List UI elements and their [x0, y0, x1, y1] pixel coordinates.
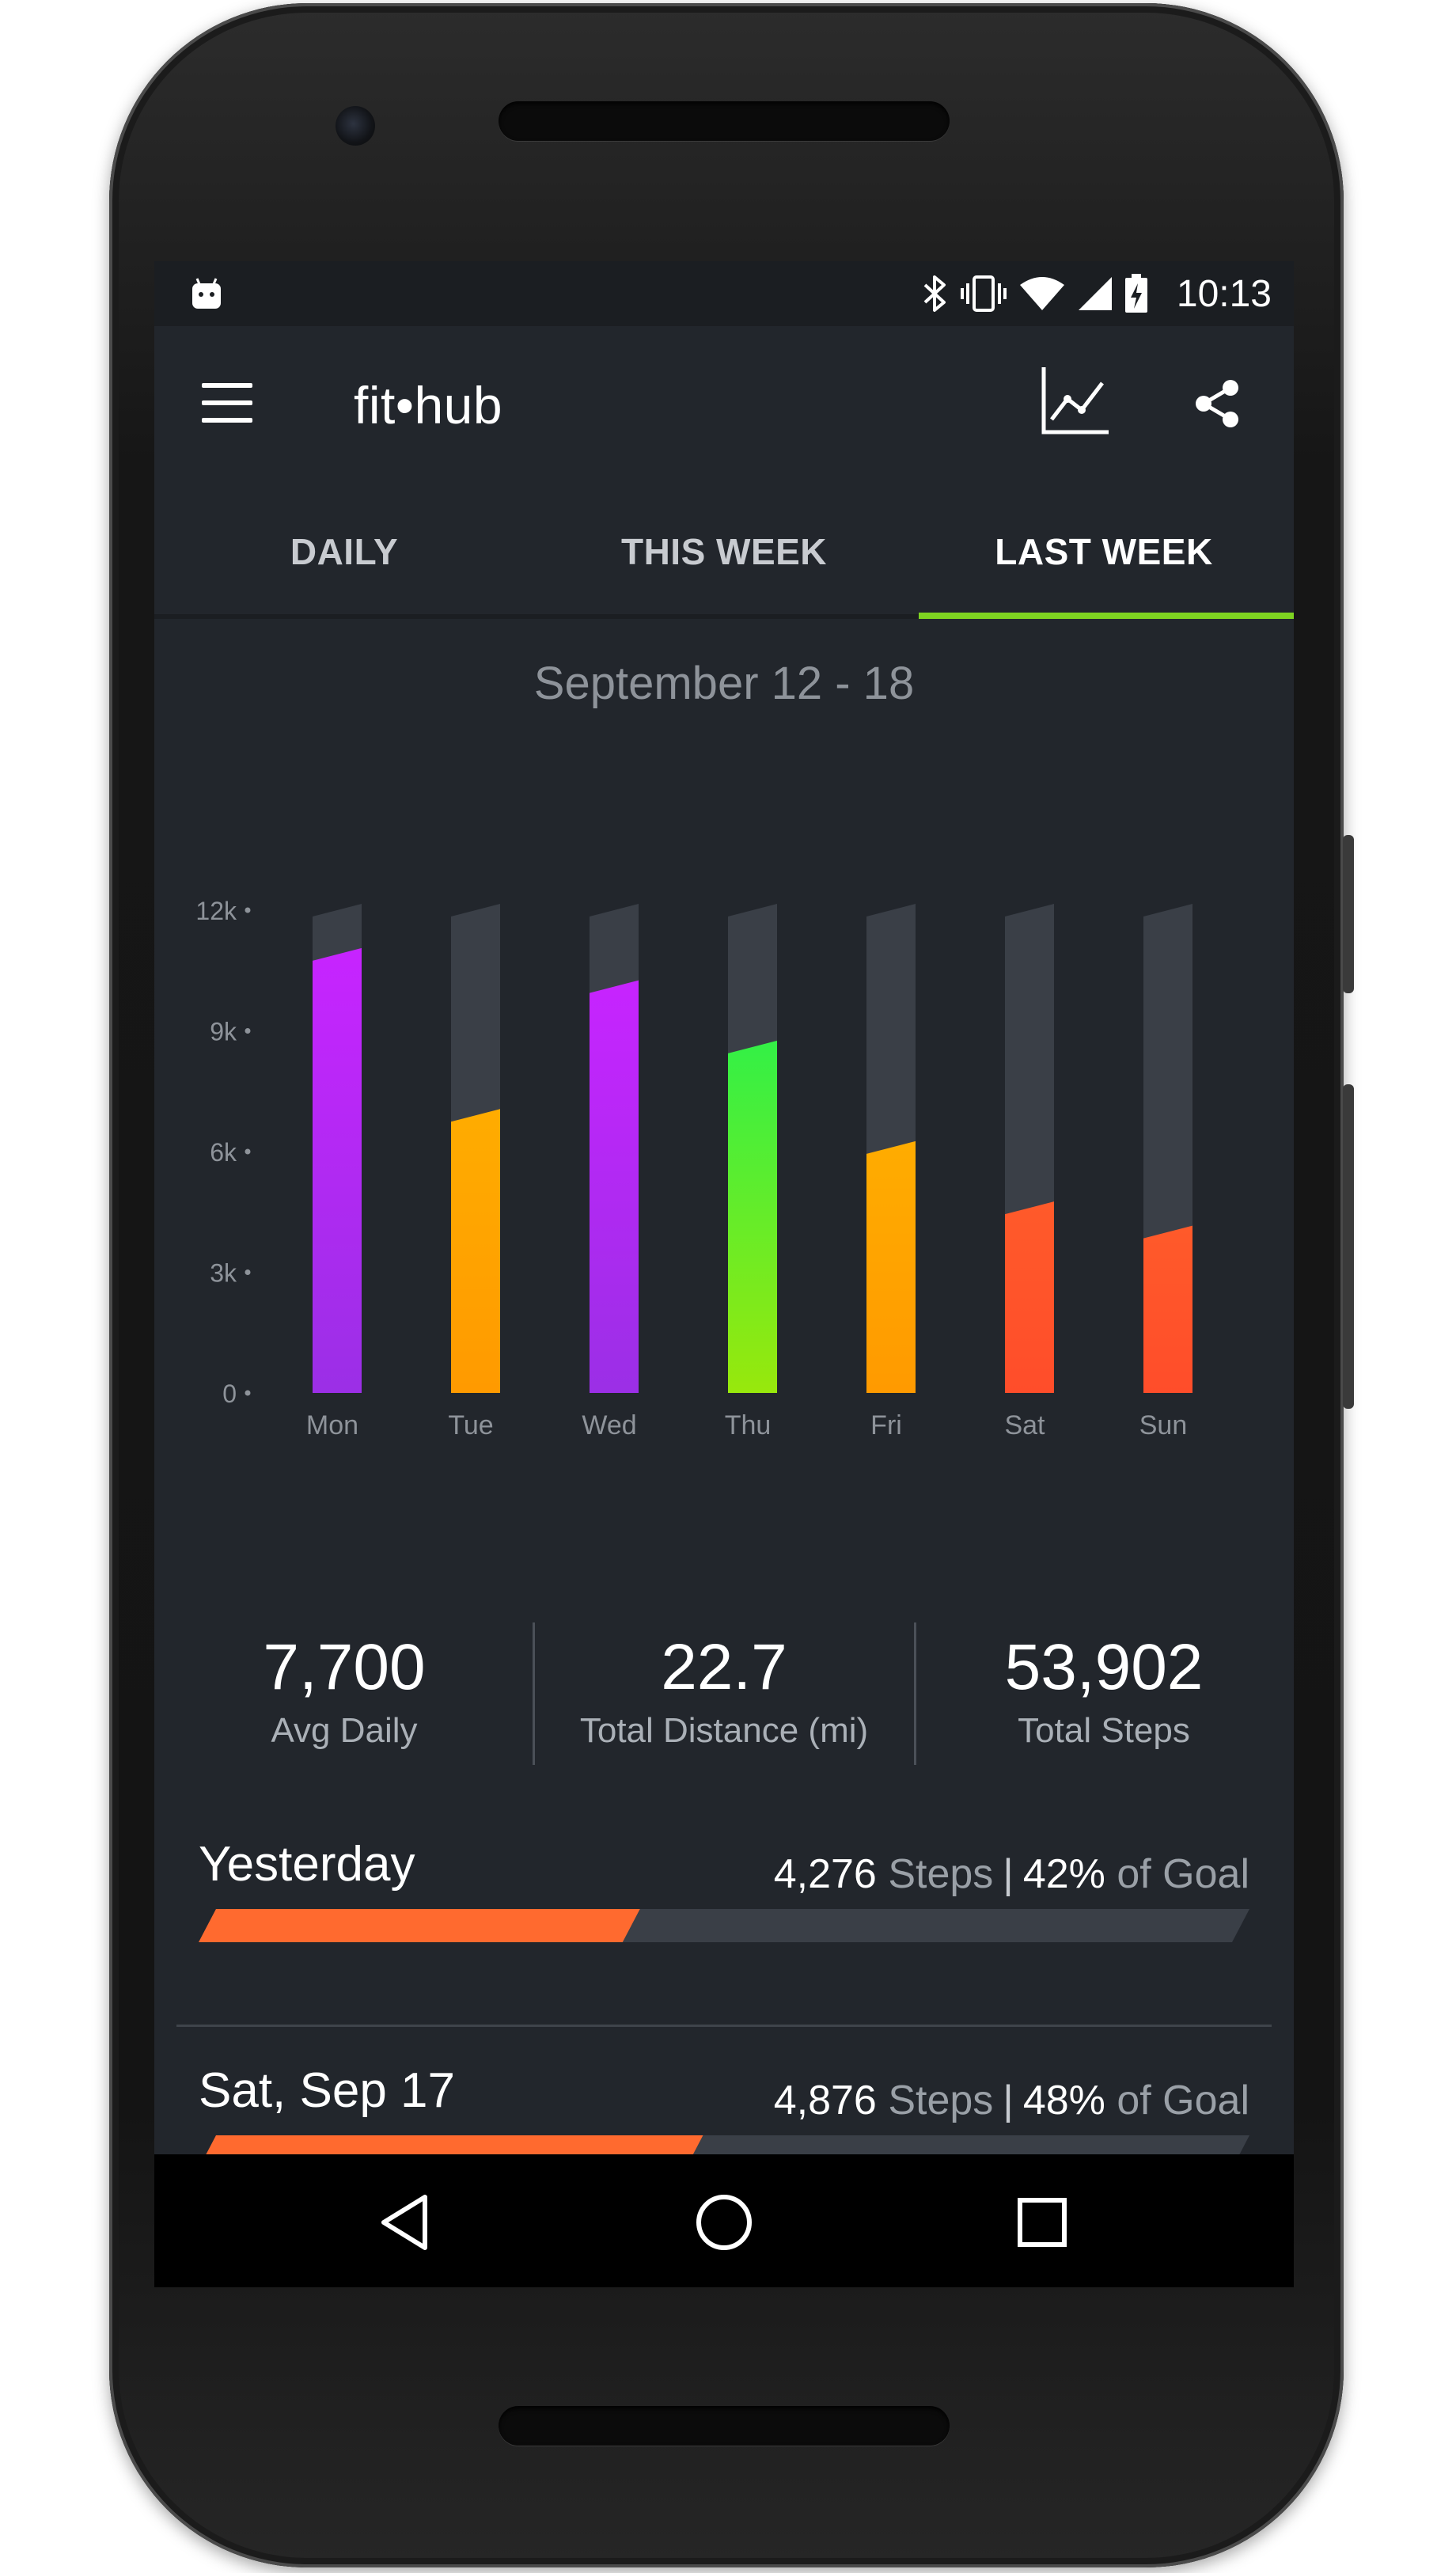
- y-tick-mark: [245, 1028, 251, 1034]
- stat-avg-daily: 7,700 Avg Daily: [154, 1599, 534, 1751]
- row-divider: [176, 2025, 1272, 2027]
- wifi-icon: [1020, 277, 1064, 310]
- volume-rocker: [1343, 1084, 1354, 1409]
- tab-last-week[interactable]: LAST WEEK: [995, 531, 1213, 572]
- divider: [533, 1622, 535, 1765]
- screen: 10:13 fit•hub DAILY THIS WEEK LAST WEEK …: [154, 261, 1294, 2287]
- stat-value: 22.7: [661, 1631, 787, 1703]
- stat-value: 53,902: [1004, 1631, 1204, 1703]
- progress-bar: [199, 1909, 1249, 1942]
- stat-label: Avg Daily: [271, 1711, 418, 1750]
- share-icon[interactable]: [1192, 378, 1243, 429]
- earpiece-speaker: [499, 101, 950, 141]
- android-icon: [192, 278, 221, 309]
- stat-label: Total Distance (mi): [579, 1711, 869, 1750]
- bar-wed[interactable]: [590, 980, 639, 1393]
- y-tick-label: 12k: [195, 897, 237, 925]
- y-tick-mark: [245, 907, 251, 913]
- y-tick-mark: [245, 1269, 251, 1275]
- bar-fri[interactable]: [866, 1140, 916, 1393]
- chart-trend-icon[interactable]: [1039, 364, 1112, 437]
- stats-summary: 7,700 Avg Daily 22.7 Total Distance (mi)…: [154, 1599, 1294, 1789]
- power-button: [1343, 835, 1354, 993]
- stat-label: Total Steps: [1018, 1711, 1190, 1750]
- progress-fill: [199, 1909, 640, 1942]
- goal-percent: 48%: [1022, 2078, 1105, 2123]
- steps-word: Steps: [888, 1851, 994, 1897]
- goal-percent: 42%: [1022, 1851, 1105, 1897]
- bar-tue[interactable]: [451, 1109, 500, 1393]
- recents-icon[interactable]: [1009, 2189, 1075, 2256]
- system-nav-bar: [154, 2154, 1294, 2287]
- weekly-steps-chart: 0 3k 6k 9k 12k Mon Tue Wed Thu Fri Sat Sun: [195, 897, 1192, 1440]
- signal-icon: [1079, 277, 1112, 310]
- stat-total-steps: 53,902 Total Steps: [914, 1599, 1294, 1751]
- x-tick-label: Thu: [725, 1410, 772, 1440]
- bottom-speaker: [499, 2406, 950, 2446]
- stat-total-distance: 22.7 Total Distance (mi): [534, 1599, 914, 1751]
- battery-charging-icon: [1125, 274, 1147, 313]
- y-tick-label: 6k: [210, 1138, 237, 1167]
- y-tick-label: 3k: [210, 1259, 237, 1288]
- separator: |: [1003, 1851, 1014, 1897]
- y-tick-label: 0: [222, 1379, 237, 1408]
- tab-daily[interactable]: DAILY: [290, 531, 399, 572]
- app-bar: fit•hub: [154, 326, 1294, 484]
- back-icon[interactable]: [373, 2189, 439, 2256]
- y-tick-mark: [245, 1148, 251, 1155]
- day-summary: 4,276 Steps | 42% of Goal: [774, 1850, 1249, 1898]
- divider: [914, 1622, 916, 1765]
- day-name: Yesterday: [199, 1837, 415, 1892]
- tab-this-week[interactable]: THIS WEEK: [620, 531, 828, 572]
- x-tick-label: Tue: [448, 1410, 493, 1440]
- bar-sat[interactable]: [1005, 1201, 1054, 1393]
- x-tick-label: Mon: [306, 1410, 358, 1440]
- y-tick-mark: [245, 1390, 251, 1396]
- vibrate-icon: [961, 275, 1007, 312]
- bar-mon[interactable]: [313, 947, 362, 1393]
- list-item-day[interactable]: Yesterday 4,276 Steps | 42% of Goal: [154, 1805, 1294, 2026]
- bar-thu[interactable]: [728, 1040, 777, 1393]
- steps-count: 4,276: [773, 1851, 877, 1897]
- x-tick-label: Wed: [582, 1410, 636, 1440]
- home-icon[interactable]: [691, 2189, 757, 2256]
- tab-bar: DAILY THIS WEEK LAST WEEK: [154, 484, 1294, 619]
- x-tick-label: Sat: [1004, 1410, 1045, 1440]
- day-name: Sat, Sep 17: [199, 2063, 456, 2118]
- clock: 10:13: [1176, 273, 1272, 315]
- menu-icon[interactable]: [202, 383, 252, 423]
- steps-count: 4,876: [773, 2078, 877, 2123]
- separator: |: [1003, 2078, 1014, 2123]
- stat-value: 7,700: [263, 1631, 426, 1703]
- date-range: September 12 - 18: [533, 658, 915, 709]
- app-title: fit•hub: [354, 376, 503, 435]
- y-tick-label: 9k: [210, 1018, 237, 1046]
- tab-indicator: [919, 613, 1294, 619]
- of-goal-label: of Goal: [1117, 1851, 1249, 1897]
- status-bar: 10:13: [154, 261, 1294, 326]
- x-tick-label: Fri: [870, 1410, 902, 1440]
- x-tick-label: Sun: [1139, 1410, 1188, 1440]
- of-goal-label: of Goal: [1117, 2078, 1249, 2123]
- day-summary: 4,876 Steps | 48% of Goal: [774, 2077, 1249, 2124]
- front-camera: [336, 106, 375, 146]
- bluetooth-icon: [923, 275, 946, 312]
- bar-sun[interactable]: [1143, 1225, 1192, 1393]
- steps-word: Steps: [888, 2078, 994, 2123]
